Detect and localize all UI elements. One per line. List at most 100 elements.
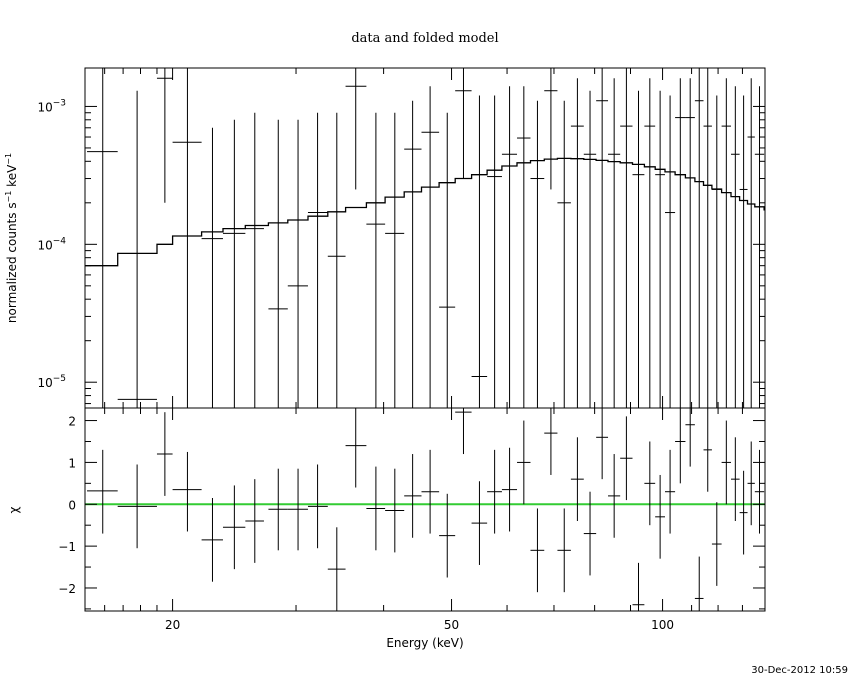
top-data-point [675, 78, 686, 408]
top-data-point [754, 86, 765, 408]
chi-tick-label: 2 [68, 415, 76, 429]
top-data-point [608, 78, 621, 408]
residual-point [172, 451, 202, 532]
residual-point [557, 508, 571, 593]
top-panel-marks [85, 68, 765, 408]
residual-point [156, 412, 173, 496]
residual-point [747, 441, 755, 526]
timestamp: 30-Dec-2012 10:59 [751, 665, 848, 676]
top-data-point [471, 95, 488, 408]
top-data-point [730, 86, 740, 408]
residual-point [268, 468, 288, 551]
residual-point [117, 464, 157, 549]
residual-point [501, 447, 518, 532]
x-axis-label: Energy (keV) [386, 636, 463, 650]
top-data-point [544, 68, 558, 190]
top-data-point [172, 68, 202, 408]
top-data-point [721, 78, 731, 408]
top-data-point [557, 100, 571, 408]
top-data-point [703, 68, 712, 408]
residual-point [596, 408, 609, 480]
top-y-tick-label: 10−5 [37, 374, 66, 390]
top-data-point [685, 78, 695, 408]
top-data-point [117, 90, 157, 408]
chart-title: data and folded model [351, 31, 498, 46]
top-data-point [501, 86, 518, 408]
residual-point [530, 508, 545, 593]
top-data-point [201, 127, 223, 408]
top-data-point [487, 95, 502, 408]
top-data-point [268, 119, 288, 408]
residual-point [471, 481, 488, 565]
top-data-point [345, 68, 367, 190]
residual-point [404, 454, 422, 538]
residual-point [307, 464, 328, 549]
top-data-point [156, 68, 173, 203]
x-tick-label: 100 [651, 618, 674, 632]
residual-point [439, 493, 456, 578]
residual-point [608, 454, 621, 538]
top-y-tick-label: 10−3 [37, 98, 66, 114]
top-data-point [530, 100, 545, 408]
residual-point [583, 491, 597, 576]
top-y-axis-label: normalized counts s−1 keV−1 [4, 153, 19, 323]
top-data-point [404, 100, 422, 408]
residual-point [544, 408, 558, 475]
residual-point [632, 562, 645, 611]
residual-point [327, 527, 346, 611]
top-data-point [739, 95, 748, 408]
top-data-point [570, 78, 584, 408]
top-data-point [307, 112, 328, 408]
residual-point [754, 449, 765, 534]
residual-point [455, 408, 472, 455]
top-data-point [455, 68, 472, 179]
residual-point [517, 420, 531, 505]
bottom-y-axis-label: χ [7, 506, 21, 513]
top-data-point [694, 68, 704, 408]
x-tick-label: 20 [165, 618, 180, 632]
top-data-point [747, 78, 755, 408]
top-data-point [620, 68, 633, 408]
residual-point [570, 437, 584, 522]
top-data-point [245, 112, 264, 408]
top-data-point [517, 86, 531, 408]
bottom-panel-frame [84, 407, 766, 612]
chi-tick-label: −2 [58, 582, 76, 596]
residual-point [487, 449, 502, 534]
chi-tick-label: 0 [68, 498, 76, 512]
residual-point [675, 408, 686, 484]
top-data-point [644, 78, 656, 408]
top-data-point [655, 90, 665, 408]
residual-point [345, 408, 367, 488]
top-data-point [439, 112, 456, 408]
bottom-panel-marks [85, 408, 765, 611]
top-data-point [583, 90, 597, 408]
residual-point [694, 556, 704, 611]
residual-point [664, 449, 676, 534]
top-data-point [421, 86, 440, 408]
model-curve [85, 157, 765, 267]
residual-point [201, 497, 223, 582]
top-data-point [87, 68, 118, 408]
residual-point [287, 468, 308, 551]
residual-point [730, 437, 740, 522]
residual-point [245, 479, 264, 563]
top-data-point [596, 68, 609, 408]
top-data-point [711, 95, 722, 408]
residual-point [739, 470, 748, 555]
top-data-point [366, 112, 386, 408]
x-tick-label: 50 [444, 618, 459, 632]
top-data-point [287, 119, 308, 408]
residual-point [703, 408, 712, 492]
residual-point [711, 502, 722, 586]
chi-tick-label: −1 [58, 540, 76, 554]
top-data-point [632, 90, 645, 408]
residual-point [721, 420, 731, 505]
top-data-point [222, 119, 246, 408]
residual-point [685, 408, 695, 467]
residual-point [385, 468, 405, 553]
residual-point [87, 449, 118, 534]
top-data-point [385, 112, 405, 408]
axis-ticks [84, 68, 766, 611]
top-data-point [664, 95, 676, 408]
